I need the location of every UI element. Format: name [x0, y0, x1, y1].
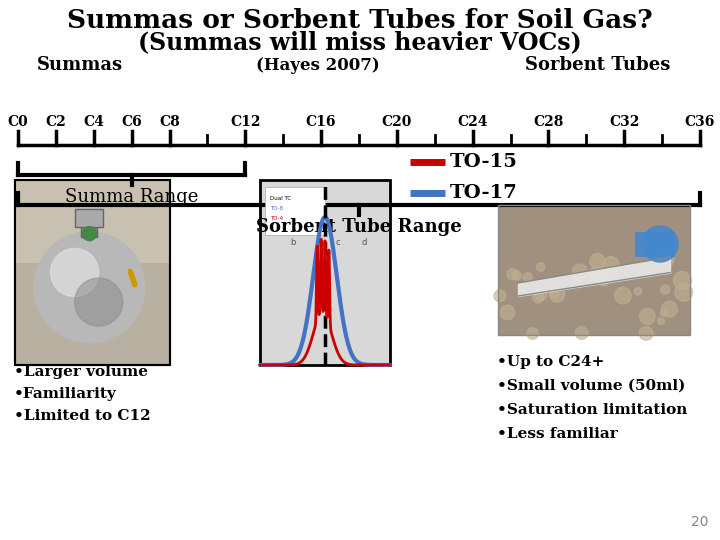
Circle shape: [673, 272, 691, 289]
Circle shape: [615, 287, 631, 304]
Circle shape: [639, 327, 653, 340]
Text: •Limited to C12: •Limited to C12: [14, 409, 150, 423]
Text: 20: 20: [691, 515, 708, 529]
Text: Summa Range: Summa Range: [65, 188, 198, 206]
Circle shape: [500, 305, 515, 320]
Text: C4: C4: [84, 115, 104, 129]
Circle shape: [603, 256, 619, 273]
Text: Summas: Summas: [37, 56, 123, 74]
Circle shape: [75, 278, 122, 326]
Circle shape: [536, 263, 545, 271]
Text: c: c: [336, 238, 341, 247]
Circle shape: [494, 290, 506, 302]
Circle shape: [590, 254, 605, 269]
Text: •Less familiar: •Less familiar: [497, 427, 618, 441]
Text: TO-15: TO-15: [450, 153, 518, 171]
Text: Sorbent Tubes: Sorbent Tubes: [526, 56, 671, 74]
Text: C24: C24: [457, 115, 488, 129]
Bar: [260, 180, 390, 365]
Text: TO-17: TO-17: [450, 184, 518, 202]
Circle shape: [507, 268, 518, 280]
Circle shape: [34, 232, 145, 343]
Circle shape: [575, 327, 588, 339]
Circle shape: [634, 287, 642, 295]
Circle shape: [599, 275, 608, 285]
Text: C2: C2: [45, 115, 66, 129]
Text: •Up to C24+: •Up to C24+: [497, 355, 604, 369]
Circle shape: [639, 308, 655, 325]
Circle shape: [572, 264, 587, 279]
Circle shape: [523, 273, 532, 282]
Circle shape: [512, 271, 521, 280]
Text: •Saturation limitation: •Saturation limitation: [497, 403, 688, 417]
Circle shape: [588, 266, 605, 283]
Circle shape: [675, 284, 693, 301]
Text: C16: C16: [306, 115, 336, 129]
Text: Summas or Sorbent Tubes for Soil Gas?: Summas or Sorbent Tubes for Soil Gas?: [67, 8, 653, 32]
Circle shape: [575, 276, 581, 282]
Circle shape: [660, 285, 670, 294]
Bar: [635, 232, 675, 257]
Bar: [81, 219, 97, 238]
Text: d: d: [361, 238, 366, 247]
Bar: [76, 210, 104, 227]
Text: C20: C20: [382, 115, 412, 129]
Circle shape: [533, 292, 544, 303]
Text: •Larger volume: •Larger volume: [14, 365, 148, 379]
Circle shape: [657, 251, 674, 268]
Bar: [265, 187, 325, 235]
Bar: [498, 205, 690, 335]
Circle shape: [534, 288, 547, 300]
Text: •Small volume (50ml): •Small volume (50ml): [497, 379, 685, 393]
Text: TO-4: TO-4: [270, 215, 283, 220]
Circle shape: [597, 273, 610, 286]
Bar: [498, 205, 690, 335]
Text: C28: C28: [534, 115, 564, 129]
Text: b: b: [290, 238, 295, 247]
Bar: [15, 180, 170, 263]
Circle shape: [660, 309, 667, 316]
Text: C8: C8: [159, 115, 180, 129]
Circle shape: [549, 287, 564, 302]
Text: Sorbent Tube Range: Sorbent Tube Range: [256, 218, 462, 236]
Text: (Hayes 2007): (Hayes 2007): [256, 57, 380, 73]
Bar: [15, 180, 170, 365]
Text: •Familiarity: •Familiarity: [14, 387, 117, 401]
Circle shape: [82, 227, 96, 241]
Bar: [15, 180, 170, 365]
Circle shape: [662, 301, 678, 317]
Text: C6: C6: [121, 115, 142, 129]
Text: C36: C36: [685, 115, 715, 129]
Circle shape: [642, 226, 678, 262]
Circle shape: [657, 318, 665, 325]
Text: C12: C12: [230, 115, 261, 129]
Text: Dual TC: Dual TC: [270, 195, 291, 200]
Circle shape: [550, 289, 559, 298]
Text: C0: C0: [8, 115, 28, 129]
Circle shape: [527, 328, 539, 339]
Circle shape: [50, 248, 99, 296]
Text: (Summas will miss heavier VOCs): (Summas will miss heavier VOCs): [138, 30, 582, 54]
Text: TO-8: TO-8: [270, 206, 283, 211]
Text: C32: C32: [609, 115, 639, 129]
